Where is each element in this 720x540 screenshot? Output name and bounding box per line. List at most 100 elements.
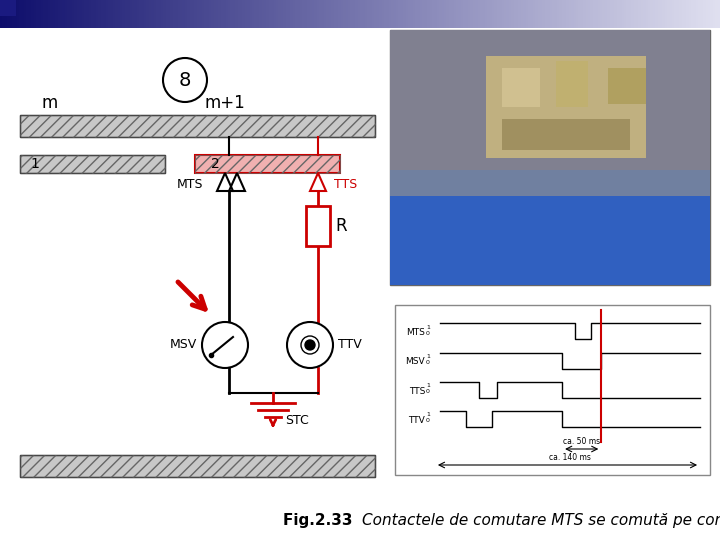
Bar: [689, 0, 692, 28]
Bar: [401, 0, 404, 28]
Bar: [0, 0, 16, 16]
Bar: [631, 0, 634, 28]
Bar: [360, 0, 363, 28]
Bar: [391, 0, 394, 28]
Bar: [619, 0, 622, 28]
Bar: [657, 0, 660, 28]
Bar: [89, 0, 91, 28]
Bar: [390, 30, 710, 170]
Bar: [439, 0, 442, 28]
Text: STC: STC: [285, 415, 309, 428]
Circle shape: [163, 58, 207, 102]
Bar: [486, 56, 646, 158]
Bar: [223, 0, 226, 28]
Bar: [235, 0, 238, 28]
Bar: [12, 0, 15, 28]
Bar: [96, 0, 99, 28]
Bar: [194, 0, 197, 28]
Bar: [312, 0, 315, 28]
Text: Contactele de comutare MTS se comută pe contactul fix 2: Contactele de comutare MTS se comută pe …: [362, 512, 720, 528]
Bar: [358, 0, 361, 28]
Bar: [559, 0, 562, 28]
Text: Fig.2.33: Fig.2.33: [283, 512, 358, 528]
Bar: [271, 0, 274, 28]
Bar: [50, 0, 53, 28]
Bar: [27, 0, 30, 28]
Bar: [103, 0, 106, 28]
Bar: [372, 0, 375, 28]
Bar: [636, 0, 639, 28]
Bar: [598, 0, 600, 28]
Bar: [698, 0, 701, 28]
Bar: [65, 0, 68, 28]
Bar: [355, 0, 358, 28]
Bar: [20, 455, 375, 477]
Bar: [595, 0, 598, 28]
Bar: [511, 0, 514, 28]
Bar: [214, 0, 217, 28]
Text: 0: 0: [426, 330, 430, 336]
Bar: [384, 0, 387, 28]
Bar: [646, 0, 649, 28]
Bar: [396, 0, 399, 28]
Bar: [94, 0, 96, 28]
Text: TTS: TTS: [409, 387, 425, 396]
Bar: [34, 0, 37, 28]
Bar: [91, 0, 94, 28]
Bar: [274, 0, 276, 28]
Bar: [55, 0, 58, 28]
Bar: [99, 0, 102, 28]
Bar: [187, 0, 190, 28]
Bar: [324, 0, 327, 28]
Bar: [504, 0, 507, 28]
Bar: [564, 0, 567, 28]
Bar: [660, 0, 663, 28]
Bar: [475, 0, 478, 28]
Bar: [151, 0, 154, 28]
Bar: [331, 0, 334, 28]
Bar: [369, 0, 372, 28]
Bar: [228, 0, 231, 28]
Bar: [641, 0, 644, 28]
Bar: [58, 0, 60, 28]
Bar: [624, 0, 627, 28]
Bar: [516, 0, 519, 28]
Bar: [252, 0, 255, 28]
Bar: [153, 0, 156, 28]
Bar: [2, 0, 5, 28]
Bar: [362, 0, 365, 28]
Bar: [353, 0, 356, 28]
Bar: [341, 0, 343, 28]
Bar: [20, 455, 375, 477]
Bar: [156, 0, 159, 28]
Bar: [528, 0, 531, 28]
Bar: [425, 0, 428, 28]
Bar: [346, 0, 348, 28]
Text: TTV: TTV: [408, 416, 425, 425]
Bar: [144, 0, 147, 28]
Bar: [276, 0, 279, 28]
Bar: [343, 0, 346, 28]
Bar: [108, 0, 111, 28]
Bar: [608, 68, 646, 104]
Text: 0: 0: [426, 360, 430, 365]
Bar: [72, 0, 75, 28]
Bar: [430, 0, 433, 28]
Bar: [634, 0, 636, 28]
Bar: [405, 0, 408, 28]
Bar: [86, 0, 89, 28]
Bar: [45, 0, 48, 28]
Bar: [590, 0, 593, 28]
Bar: [459, 0, 462, 28]
Bar: [482, 0, 485, 28]
Bar: [675, 0, 678, 28]
Bar: [0, 0, 3, 28]
Text: 1: 1: [426, 354, 430, 359]
Bar: [477, 0, 480, 28]
Bar: [53, 0, 55, 28]
Bar: [17, 0, 19, 28]
Bar: [197, 0, 199, 28]
Bar: [655, 0, 658, 28]
Bar: [326, 0, 329, 28]
Bar: [545, 0, 548, 28]
